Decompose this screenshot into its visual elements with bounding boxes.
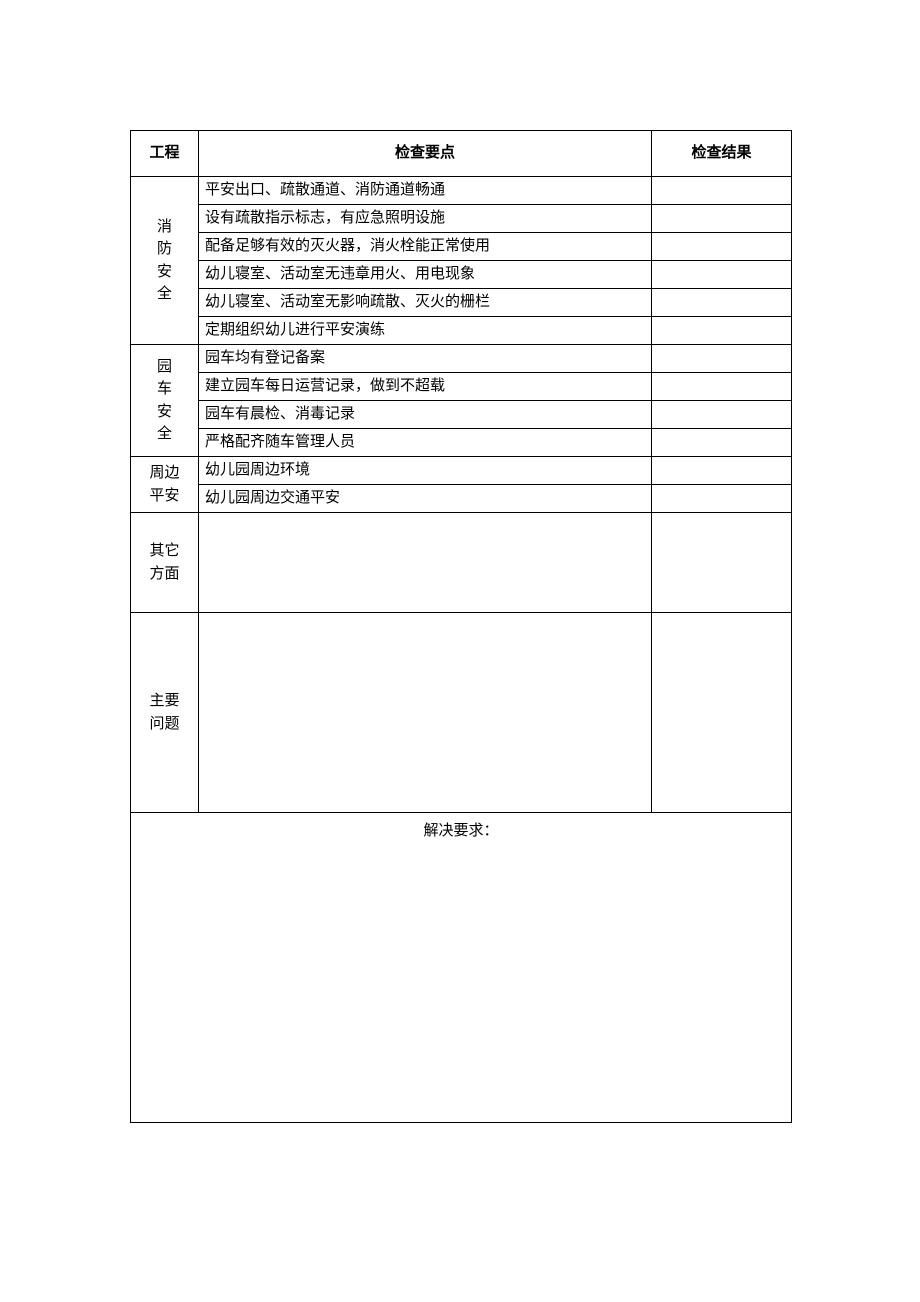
header-category: 工程 [131, 131, 199, 177]
table-row: 园车有晨检、消毒记录 [131, 401, 792, 429]
result-cell [652, 429, 792, 457]
content-cell: 幼儿园周边交通平安 [199, 485, 652, 513]
result-cell [652, 613, 792, 813]
table-row-other: 其它 方面 [131, 513, 792, 613]
content-cell: 严格配齐随车管理人员 [199, 429, 652, 457]
content-cell: 平安出口、疏散通道、消防通道畅通 [199, 177, 652, 205]
category-main-issues: 主要 问题 [131, 613, 199, 813]
category-surrounding-safety: 周边 平安 [131, 457, 199, 513]
result-cell [652, 345, 792, 373]
header-result: 检查结果 [652, 131, 792, 177]
content-cell: 设有疏散指示标志，有应急照明设施 [199, 205, 652, 233]
table-row: 设有疏散指示标志，有应急照明设施 [131, 205, 792, 233]
table-header-row: 工程 检查要点 检查结果 [131, 131, 792, 177]
result-cell [652, 289, 792, 317]
result-cell [652, 401, 792, 429]
table-row: 定期组织幼儿进行平安演练 [131, 317, 792, 345]
content-cell [199, 613, 652, 813]
content-cell: 配备足够有效的灭火器，消火栓能正常使用 [199, 233, 652, 261]
footer-resolution: 解决要求： [131, 813, 792, 1123]
content-cell [199, 513, 652, 613]
result-cell [652, 457, 792, 485]
category-bus-safety: 园 车 安 全 [131, 345, 199, 457]
result-cell [652, 513, 792, 613]
result-cell [652, 317, 792, 345]
table-row-main-issues: 主要 问题 [131, 613, 792, 813]
footer-label: 解决要求： [423, 823, 498, 839]
table-row: 消 防 安 全 平安出口、疏散通道、消防通道畅通 [131, 177, 792, 205]
content-cell: 园车有晨检、消毒记录 [199, 401, 652, 429]
table-row: 配备足够有效的灭火器，消火栓能正常使用 [131, 233, 792, 261]
table-row: 幼儿寝室、活动室无违章用火、用电现象 [131, 261, 792, 289]
table-row-footer: 解决要求： [131, 813, 792, 1123]
table-row: 幼儿寝室、活动室无影响疏散、灭火的栅栏 [131, 289, 792, 317]
inspection-table: 工程 检查要点 检查结果 消 防 安 全 平安出口、疏散通道、消防通道畅通 设有… [130, 130, 792, 1123]
result-cell [652, 485, 792, 513]
result-cell [652, 261, 792, 289]
content-cell: 幼儿园周边环境 [199, 457, 652, 485]
content-cell: 定期组织幼儿进行平安演练 [199, 317, 652, 345]
table-row: 周边 平安 幼儿园周边环境 [131, 457, 792, 485]
content-cell: 幼儿寝室、活动室无违章用火、用电现象 [199, 261, 652, 289]
table-row: 建立园车每日运营记录，做到不超载 [131, 373, 792, 401]
content-cell: 幼儿寝室、活动室无影响疏散、灭火的栅栏 [199, 289, 652, 317]
table-row: 幼儿园周边交通平安 [131, 485, 792, 513]
content-cell: 建立园车每日运营记录，做到不超载 [199, 373, 652, 401]
table-row: 严格配齐随车管理人员 [131, 429, 792, 457]
result-cell [652, 373, 792, 401]
table-row: 园 车 安 全 园车均有登记备案 [131, 345, 792, 373]
category-other-aspects: 其它 方面 [131, 513, 199, 613]
header-content: 检查要点 [199, 131, 652, 177]
result-cell [652, 205, 792, 233]
content-cell: 园车均有登记备案 [199, 345, 652, 373]
result-cell [652, 233, 792, 261]
category-fire-safety: 消 防 安 全 [131, 177, 199, 345]
result-cell [652, 177, 792, 205]
